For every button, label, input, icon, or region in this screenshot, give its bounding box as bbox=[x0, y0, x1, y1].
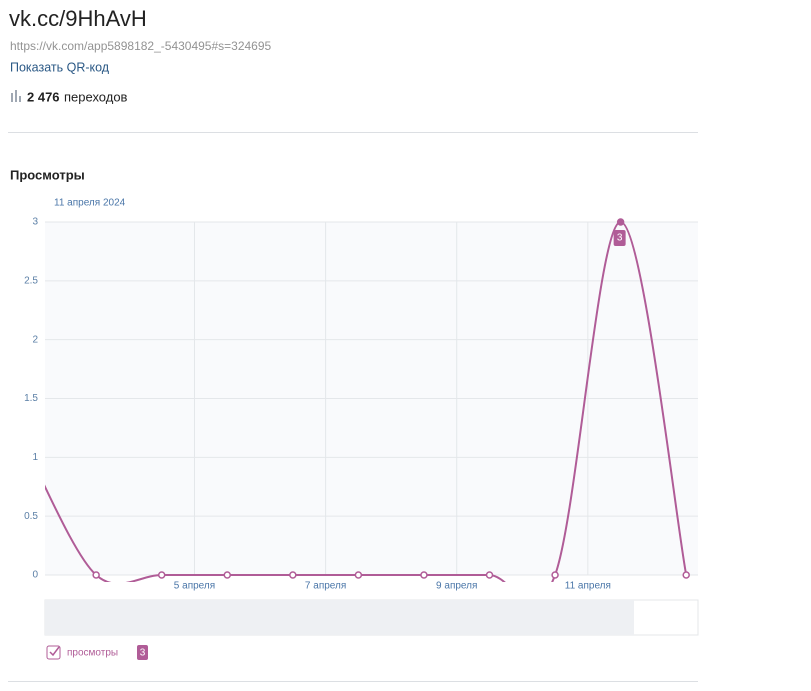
data-point bbox=[157, 571, 166, 579]
y-tick-label: 2.5 bbox=[24, 275, 38, 286]
data-point bbox=[223, 571, 232, 579]
y-tick-label: 1.5 bbox=[24, 393, 38, 404]
chart-title: Просмотры bbox=[10, 167, 85, 182]
stats-icon bbox=[11, 90, 21, 102]
y-tick-label: 0 bbox=[32, 570, 38, 581]
legend-value-badge bbox=[137, 645, 148, 660]
data-point bbox=[289, 571, 297, 579]
data-label-bg bbox=[613, 230, 626, 246]
data-point bbox=[682, 571, 690, 579]
clicks-label: переходов bbox=[64, 89, 128, 104]
clicks-count: 2 476 bbox=[27, 89, 60, 104]
data-point bbox=[420, 571, 428, 579]
y-tick-label: 1 bbox=[32, 452, 38, 463]
x-tick-label: 5 апреля bbox=[174, 581, 215, 592]
y-tick-label: 2 bbox=[32, 334, 38, 345]
x-tick-label: 7 апреля bbox=[305, 581, 346, 592]
link-url[interactable]: https://vk.com/app5898182_-5430495#s=324… bbox=[10, 39, 272, 53]
y-tick-label: 3 bbox=[32, 217, 38, 228]
data-point bbox=[616, 218, 625, 226]
hover-date: 11 апреля 2024 bbox=[54, 198, 126, 209]
link-title: vk.cc/9HhAvH bbox=[9, 6, 147, 31]
check-icon bbox=[49, 646, 60, 657]
data-point bbox=[551, 571, 559, 579]
data-point bbox=[485, 571, 494, 579]
legend-value: 3 bbox=[140, 648, 146, 659]
x-tick-label: 11 апреля bbox=[565, 581, 611, 592]
navigator-window[interactable] bbox=[45, 600, 634, 635]
legend-label[interactable]: просмотры bbox=[67, 648, 118, 659]
y-tick-label: 0.5 bbox=[24, 511, 38, 522]
x-tick-label: 9 апреля bbox=[436, 581, 477, 592]
data-point bbox=[92, 571, 100, 579]
qr-link[interactable]: Показать QR-код bbox=[10, 60, 110, 74]
data-label: 3 bbox=[617, 233, 623, 244]
data-point bbox=[354, 571, 363, 579]
